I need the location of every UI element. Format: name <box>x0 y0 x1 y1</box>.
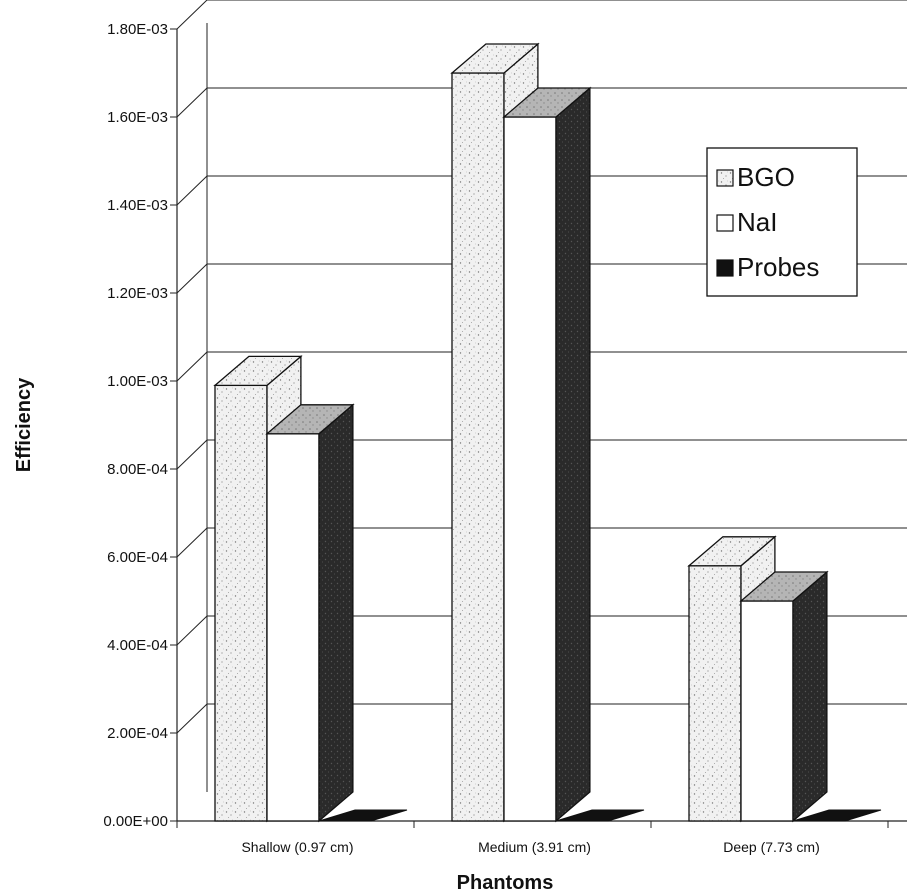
y-tick-label: 2.00E-04 <box>107 725 168 742</box>
gridline-diagonal <box>176 263 208 294</box>
y-axis-title: Efficiency <box>13 377 35 472</box>
bar-top-nai-1 <box>502 87 592 118</box>
y-tick-label: 6.00E-04 <box>107 549 168 566</box>
bar-bgo-1 <box>451 72 505 822</box>
x-tick-label: Medium (3.91 cm) <box>478 839 591 855</box>
gridline-diagonal <box>176 615 208 646</box>
bar-nai-0 <box>266 433 320 822</box>
bar-top-bgo-2 <box>687 536 777 567</box>
gridline-diagonal <box>176 439 208 470</box>
gridline-diagonal <box>176 527 208 558</box>
bars <box>213 42 882 823</box>
bar-bgo-0 <box>214 384 268 822</box>
bar-bgo-2 <box>688 565 742 822</box>
gridline-diagonal <box>176 351 208 382</box>
legend-entry: Probes <box>737 252 819 282</box>
legend-entry: BGO <box>737 162 795 192</box>
bar-top-nai-2 <box>739 571 829 602</box>
x-tick-label: Deep (7.73 cm) <box>723 839 819 855</box>
bar-top-bgo-1 <box>450 43 540 74</box>
gridline-diagonal <box>176 703 208 734</box>
bar-side-nai-1 <box>555 86 591 823</box>
bar-nai-2 <box>740 600 794 822</box>
y-tick-label: 4.00E-04 <box>107 637 168 654</box>
gridline-diagonal <box>176 175 208 206</box>
legend-entry: NaI <box>737 207 777 237</box>
gridline-diagonal <box>176 0 208 30</box>
bar-top-nai-0 <box>265 404 355 435</box>
tick-labels: 0.00E+00 2.00E-04 4.00E-04 6.00E-04 8.00E-04… <box>103 21 819 855</box>
y-tick-label: 0.00E+00 <box>103 813 168 830</box>
y-tick-label: 1.60E-03 <box>107 109 168 126</box>
bar-nai-1 <box>503 116 557 822</box>
bar-probes-1 <box>555 809 645 822</box>
y-tick-label: 8.00E-04 <box>107 461 168 478</box>
legend-swatch <box>716 214 734 232</box>
bar-top-bgo-0 <box>213 355 303 387</box>
y-tick-label: 1.80E-03 <box>107 21 168 38</box>
x-axis-title: Phantoms <box>457 872 554 894</box>
y-tick-label: 1.20E-03 <box>107 285 168 302</box>
gridline-diagonal <box>176 87 208 118</box>
legend: BGO NaI Probes <box>706 147 858 297</box>
bar-side-nai-2 <box>792 570 828 823</box>
legend-swatch <box>716 169 734 187</box>
x-tick-label: Shallow (0.97 cm) <box>241 839 353 855</box>
y-tick-label: 1.40E-03 <box>107 197 168 214</box>
bar-side-nai-0 <box>318 403 354 823</box>
bar-probes-2 <box>792 809 882 822</box>
bar-probes-0 <box>318 809 408 822</box>
legend-swatch <box>716 259 734 277</box>
y-tick-label: 1.00E-03 <box>107 373 168 390</box>
